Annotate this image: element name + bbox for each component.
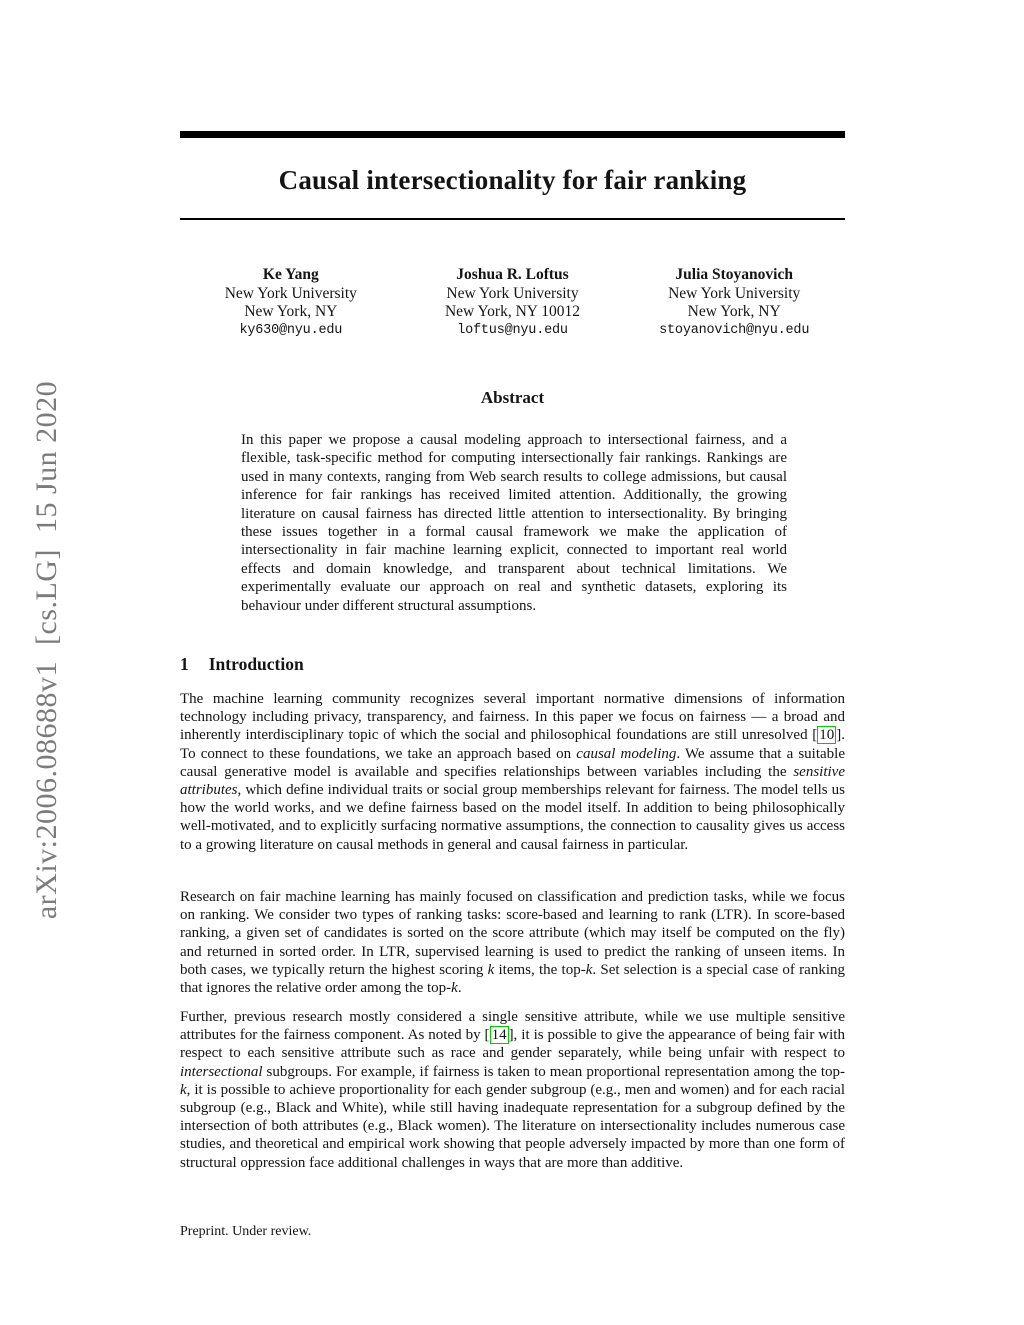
section-title: Introduction xyxy=(208,654,304,674)
intro-paragraph-1: The machine learning community recognize… xyxy=(180,690,845,854)
preprint-footer-note: Preprint. Under review. xyxy=(180,1224,312,1239)
paragraph-text: ], it is possible to give the appearance… xyxy=(180,1027,845,1062)
abstract-text: In this paper we propose a causal modeli… xyxy=(241,432,787,614)
author-affiliation: New York University xyxy=(224,284,357,302)
author-email: stoyanovich@nyu.edu xyxy=(659,322,810,338)
author-ke-yang: Ke Yang New York University New York, NY… xyxy=(180,266,402,340)
header-rule-thin xyxy=(180,218,845,220)
intro-paragraph-3: Further, previous research mostly consid… xyxy=(180,1008,845,1172)
math-var-k: k xyxy=(487,961,495,978)
author-affiliation: New York University xyxy=(446,284,579,302)
emphasis-sensitive-attributes: sensitive attributes xyxy=(180,763,845,799)
author-email: loftus@nyu.edu xyxy=(457,322,568,338)
paragraph-text: Further, previous research mostly consid… xyxy=(180,1009,845,1044)
paragraph-text: subgroups. For example, if fairness is t… xyxy=(262,1063,845,1080)
author-block: Ke Yang New York University New York, NY… xyxy=(180,266,845,340)
author-name: Joshua R. Loftus xyxy=(456,266,569,283)
intro-paragraph-2: Research on fair machine learning has ma… xyxy=(180,888,845,997)
paragraph-text: . xyxy=(457,980,462,997)
paragraph-text: Research on fair machine learning has ma… xyxy=(180,889,845,978)
author-affiliation: New York University xyxy=(668,284,801,302)
paragraph-text: , which define individual traits or soci… xyxy=(180,782,845,853)
abstract-heading: Abstract xyxy=(480,388,545,407)
author-name: Julia Stoyanovich xyxy=(675,266,793,283)
author-city: New York, NY xyxy=(244,303,338,320)
author-city: New York, NY 10012 xyxy=(444,303,581,320)
section-number: 1 xyxy=(180,654,189,674)
author-city: New York, NY xyxy=(687,303,781,320)
math-var-k: k xyxy=(585,961,593,978)
paragraph-text: The machine learning community recognize… xyxy=(180,691,845,744)
emphasis-causal-modeling: causal modeling xyxy=(576,745,677,762)
author-email: ky630@nyu.edu xyxy=(239,322,343,338)
author-name: Ke Yang xyxy=(262,266,319,283)
citation-link-10[interactable]: 10 xyxy=(817,726,837,745)
arxiv-watermark: arXiv:2006.08688v1 [cs.LG] 15 Jun 2020 xyxy=(30,380,63,920)
author-joshua-loftus: Joshua R. Loftus New York University New… xyxy=(402,266,624,340)
paragraph-text: items, the top- xyxy=(494,961,586,978)
citation-link-14[interactable]: 14 xyxy=(489,1026,509,1045)
paragraph-text: . We assume that a suitable causal gener… xyxy=(180,745,845,780)
math-var-k: k xyxy=(180,1081,187,1098)
paragraph-text: , it is possible to achieve proportional… xyxy=(180,1081,845,1171)
paragraph-text: ]. To connect to these foundations, we t… xyxy=(180,727,845,762)
math-var-k: k xyxy=(451,980,458,997)
header-rule-thick xyxy=(180,131,845,138)
emphasis-intersectional: intersectional xyxy=(180,1063,263,1080)
section-heading-introduction: 1 Introduction xyxy=(180,654,845,675)
paper-title: Causal intersectionality for fair rankin… xyxy=(278,165,747,195)
author-julia-stoyanovich: Julia Stoyanovich New York University Ne… xyxy=(623,266,845,340)
paragraph-text: . Set selection is a special case of ran… xyxy=(180,961,845,997)
